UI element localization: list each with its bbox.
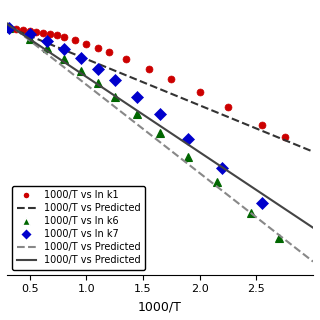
X-axis label: 1000/T: 1000/T [138,300,182,313]
Legend: 1000/T vs ln k1, 1000/T vs Predicted, 1000/T vs ln k6, 1000/T vs ln k7, 1000/T v: 1000/T vs ln k1, 1000/T vs Predicted, 10… [12,186,145,270]
